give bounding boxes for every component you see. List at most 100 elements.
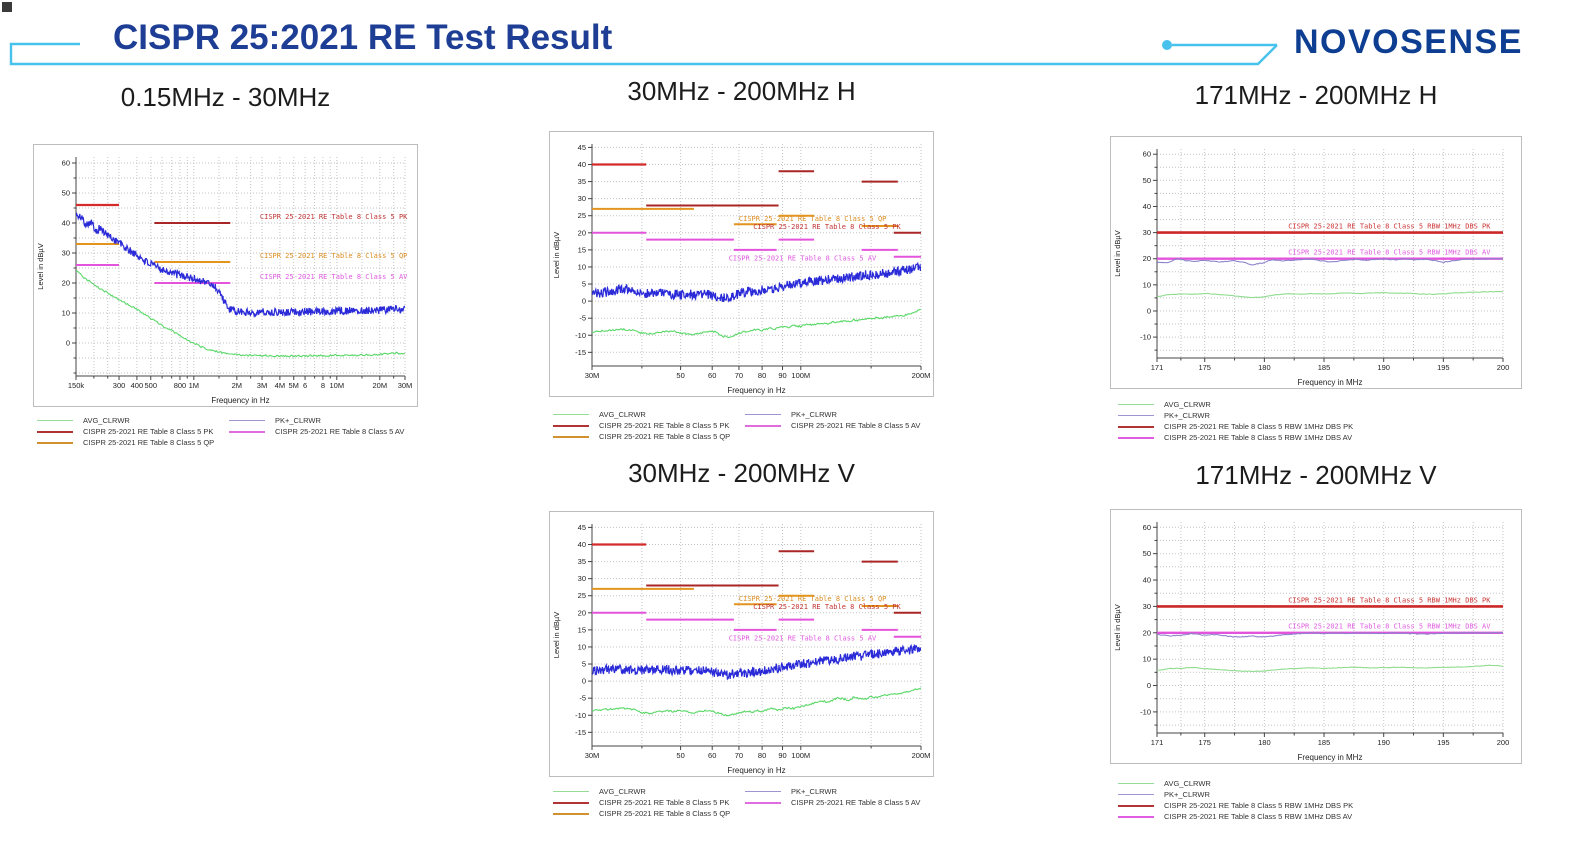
svg-text:180: 180 — [1258, 363, 1271, 372]
x-axis-label: Frequency in Hz — [727, 386, 785, 395]
legend-swatch — [1118, 404, 1154, 405]
svg-text:-15: -15 — [575, 728, 586, 737]
legend-label: CISPR 25-2021 RE Table 8 Class 5 AV — [275, 427, 405, 436]
svg-text:171: 171 — [1151, 738, 1164, 747]
trace-PK+_CLRWR — [1157, 631, 1503, 638]
legend-label: CISPR 25-2021 RE Table 8 Class 5 QP — [83, 438, 215, 447]
legend-entry: CISPR 25-2021 RE Table 8 Class 5 AV — [745, 420, 920, 431]
svg-text:60: 60 — [1143, 523, 1151, 532]
svg-text:2M: 2M — [232, 381, 242, 390]
trace-PK+_CLRWR — [76, 212, 405, 319]
legend-label: CISPR 25-2021 RE Table 8 Class 5 RBW 1MH… — [1164, 433, 1353, 442]
legend-label: CISPR 25-2021 RE Table 8 Class 5 PK — [599, 798, 730, 807]
svg-text:100M: 100M — [791, 371, 810, 380]
legend-label: CISPR 25-2021 RE Table 8 Class 5 AV — [791, 798, 921, 807]
svg-text:45: 45 — [578, 143, 586, 152]
accent-dot — [1162, 40, 1172, 50]
svg-text:195: 195 — [1437, 363, 1450, 372]
svg-text:10: 10 — [1143, 655, 1151, 664]
legend-entry: CISPR 25-2021 RE Table 8 Class 5 RBW 1MH… — [1118, 432, 1353, 443]
svg-text:195: 195 — [1437, 738, 1450, 747]
legend-entry: CISPR 25-2021 RE Table 8 Class 5 RBW 1MH… — [1118, 800, 1353, 811]
svg-text:200: 200 — [1497, 738, 1510, 747]
svg-text:10: 10 — [62, 309, 70, 318]
limit-label: CISPR 25-2021 RE Table 8 Class 5 AV — [729, 255, 877, 263]
limit-label: CISPR 25-2021 RE Table 8 Class 5 AV — [729, 635, 877, 643]
svg-text:0: 0 — [1147, 306, 1151, 315]
svg-text:10: 10 — [1143, 280, 1151, 289]
legend-30-200mhz-h: AVG_CLRWR CISPR 25-2021 RE Table 8 Class … — [553, 409, 953, 442]
x-axis-label: Frequency in Hz — [727, 766, 785, 775]
svg-text:70: 70 — [735, 371, 743, 380]
trace-AVG_CLRWR — [76, 270, 405, 358]
legend-entry: CISPR 25-2021 RE Table 8 Class 5 AV — [229, 426, 404, 437]
legend-swatch — [1118, 436, 1154, 439]
svg-text:35: 35 — [578, 557, 586, 566]
svg-text:-10: -10 — [1140, 333, 1151, 342]
svg-text:1M: 1M — [189, 381, 199, 390]
legend-swatch — [553, 424, 589, 427]
legend-entry: CISPR 25-2021 RE Table 8 Class 5 RBW 1MH… — [1118, 421, 1353, 432]
chart-svg-c5: 171 175 180 185 190 195 200 -10 0 10 20 30 40 50 60 Fre… — [1113, 522, 1510, 762]
trace-AVG_CLRWR — [592, 308, 921, 339]
chart-svg-c4: 30M 50 60 70 80 90 100M 200M -15 -10 -5 0 5 10 15 20 25 3… — [552, 523, 930, 775]
trace-AVG_CLRWR — [1157, 290, 1503, 299]
svg-text:50: 50 — [676, 751, 684, 760]
svg-text:10: 10 — [578, 642, 586, 651]
corner-mark — [2, 2, 12, 12]
legend-swatch — [1118, 804, 1154, 807]
svg-text:90: 90 — [778, 371, 786, 380]
svg-text:185: 185 — [1318, 738, 1331, 747]
svg-text:30: 30 — [1143, 602, 1151, 611]
legend-entry: PK+_CLRWR — [1118, 410, 1353, 421]
legend-entry: PK+_CLRWR — [745, 786, 920, 797]
legend-swatch — [553, 812, 589, 815]
svg-text:8: 8 — [321, 381, 325, 390]
svg-text:30M: 30M — [585, 371, 600, 380]
legend-label: CISPR 25-2021 RE Table 8 Class 5 QP — [599, 809, 731, 818]
legend-swatch — [553, 414, 589, 415]
svg-text:0: 0 — [66, 339, 70, 348]
svg-text:-10: -10 — [575, 711, 586, 720]
svg-text:40: 40 — [1143, 576, 1151, 585]
limit-label: CISPR 25-2021 RE Table 8 Class 5 QP — [739, 595, 887, 603]
chart-title-30-200mhz-h: 30MHz - 200MHz H — [627, 76, 856, 106]
svg-text:30: 30 — [578, 194, 586, 203]
limit-label: CISPR 25-2021 RE Table 8 Class 5 PK — [753, 223, 901, 231]
svg-text:300: 300 — [113, 381, 126, 390]
svg-text:25: 25 — [578, 591, 586, 600]
legend-entry: CISPR 25-2021 RE Table 8 Class 5 PK — [553, 797, 745, 808]
limit-label: CISPR 25-2021 RE Table 8 Class 5 QP — [739, 215, 887, 223]
svg-text:500: 500 — [145, 381, 158, 390]
svg-text:40: 40 — [578, 540, 586, 549]
svg-text:100M: 100M — [791, 751, 810, 760]
legend-entry: PK+_CLRWR — [229, 415, 404, 426]
legend-entry: CISPR 25-2021 RE Table 8 Class 5 PK — [553, 420, 745, 431]
legend-swatch — [553, 435, 589, 438]
limit-label: CISPR 25-2021 RE Table 8 Class 5 PK — [753, 603, 901, 611]
legend-entry: CISPR 25-2021 RE Table 8 Class 5 AV — [745, 797, 920, 808]
svg-text:0: 0 — [582, 677, 586, 686]
chart-svg-c3: 171 175 180 185 190 195 200 -10 0 10 20 30 40 50 60 Fre… — [1113, 149, 1509, 387]
legend-entry: AVG_CLRWR — [37, 415, 229, 426]
page-title: CISPR 25:2021 RE Test Result — [113, 18, 613, 57]
legend-swatch — [37, 441, 73, 444]
trace-PK+_CLRWR — [1157, 257, 1503, 266]
svg-text:40: 40 — [62, 219, 70, 228]
legend-swatch — [229, 420, 265, 421]
legend-label: PK+_CLRWR — [791, 410, 837, 419]
svg-text:5M: 5M — [289, 381, 299, 390]
svg-text:80: 80 — [758, 751, 766, 760]
limit-label: CISPR 25-2021 RE Table 8 Class 5 AV — [260, 273, 408, 281]
svg-text:0: 0 — [1147, 681, 1151, 690]
limit-label: CISPR 25-2021 RE Table 8 Class 5 PK — [260, 213, 408, 221]
trace-AVG_CLRWR — [1157, 664, 1503, 673]
svg-text:190: 190 — [1377, 363, 1390, 372]
legend-label: CISPR 25-2021 RE Table 8 Class 5 AV — [791, 421, 921, 430]
chart-svg-c2: 30M 50 60 70 80 90 100M 200M -15 -10 -5 0 5 10 15 20 25 3… — [552, 143, 930, 395]
legend-swatch — [1118, 794, 1154, 795]
svg-text:20: 20 — [1143, 254, 1151, 263]
svg-text:175: 175 — [1198, 363, 1211, 372]
trace-AVG_CLRWR — [592, 687, 921, 717]
svg-text:-5: -5 — [579, 314, 586, 323]
